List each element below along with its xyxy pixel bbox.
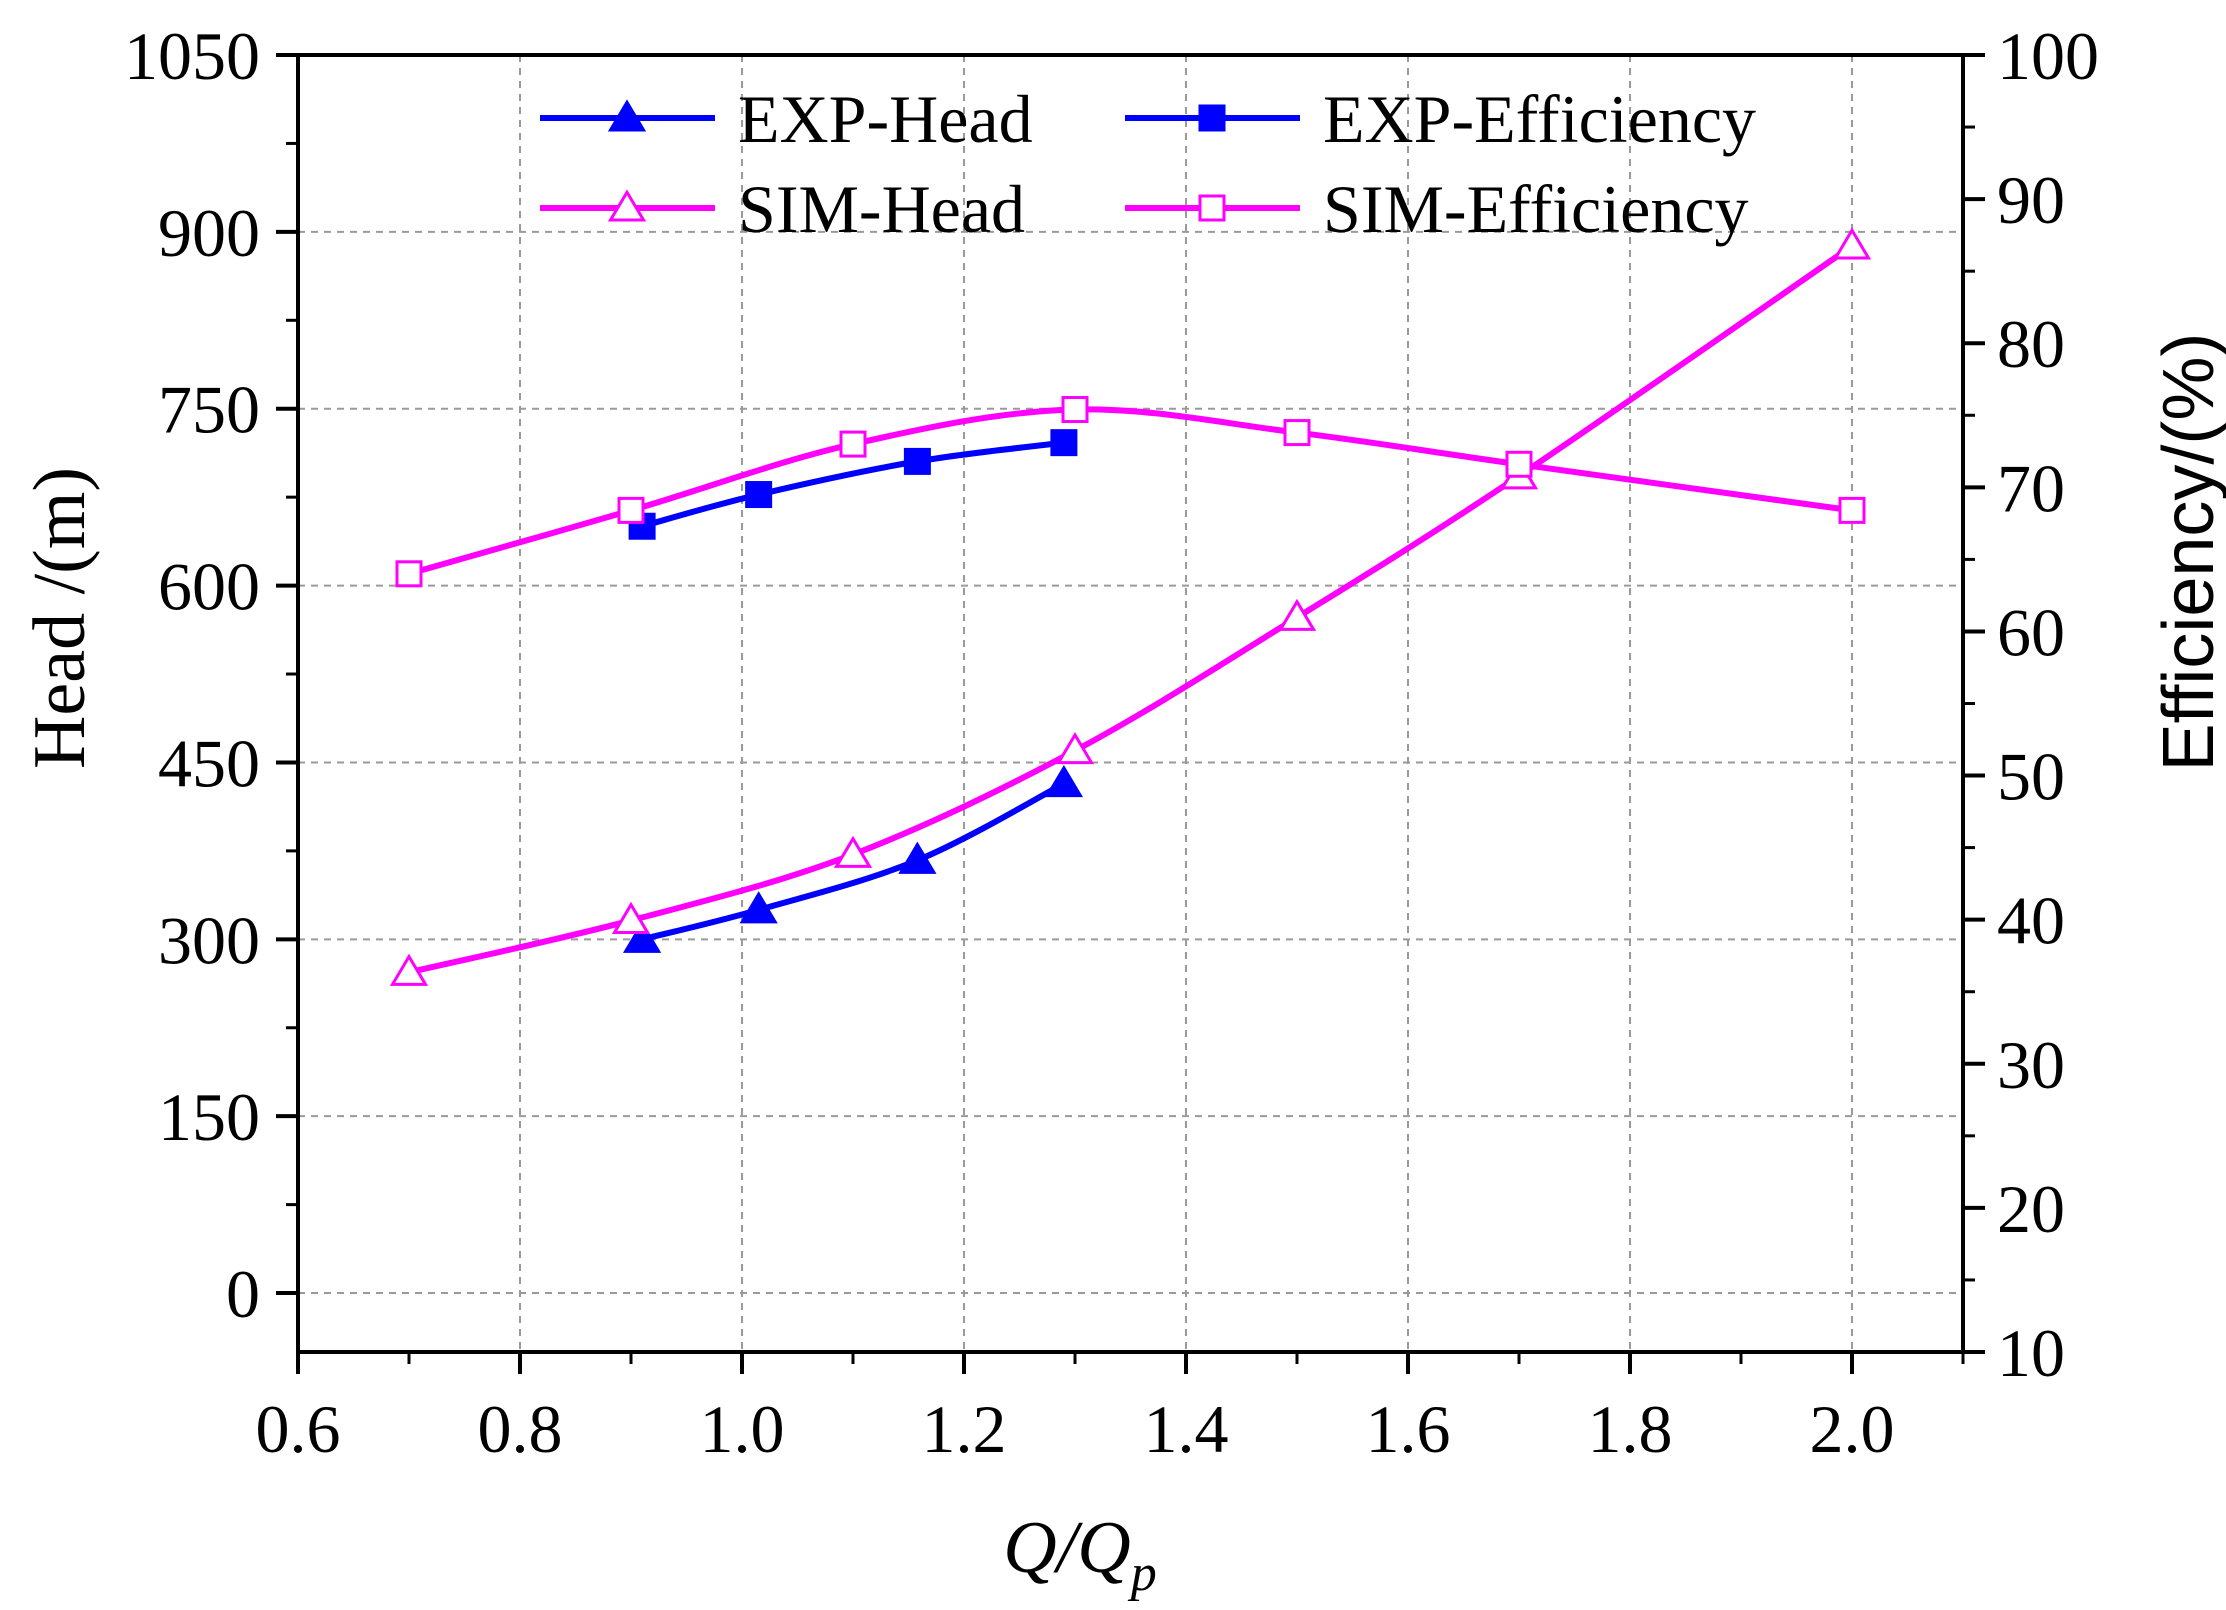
series-line-exp-head	[641, 781, 1066, 943]
y2-tick-label: 50	[1997, 739, 2065, 815]
x-tick-label: 1.0	[700, 1391, 785, 1467]
y-axis-title: Head /(m)	[19, 467, 101, 769]
y-tick-label: 750	[158, 372, 260, 448]
data-point-sim-efficiency	[1283, 419, 1311, 447]
y2-axis-title: Efficiency/(%)	[2149, 333, 2226, 772]
legend-label: SIM-Head	[738, 171, 1025, 247]
data-point-sim-efficiency	[1838, 496, 1866, 524]
axis-ticks	[276, 53, 1985, 1374]
plot-frame	[296, 53, 1965, 1354]
data-point-exp-efficiency	[745, 481, 773, 509]
series-exp-head	[622, 764, 1084, 953]
y2-tick-label: 20	[1997, 1171, 2065, 1247]
x-axis-title-main: Q/Q	[1003, 1507, 1130, 1589]
legend-swatch-marker	[607, 99, 647, 132]
data-point-sim-efficiency	[395, 560, 423, 588]
y2-tick-label: 100	[1997, 18, 2099, 94]
legend-label: EXP-Head	[738, 81, 1033, 157]
y2-tick-label: 40	[1997, 883, 2065, 959]
y-tick-label: 1050	[124, 18, 260, 94]
y2-tick-label: 90	[1997, 162, 2065, 238]
data-point-exp-head	[1044, 764, 1084, 798]
y2-tick-label: 70	[1997, 450, 2065, 526]
data-point-exp-head	[739, 891, 778, 924]
legend-swatch-marker	[1198, 104, 1226, 132]
x-axis-title: Q/Qp	[1003, 1507, 1156, 1602]
data-point-exp-head	[898, 841, 937, 874]
legend-swatch-marker	[607, 189, 647, 222]
x-tick-label: 1.6	[1366, 1391, 1451, 1467]
series-line-sim-efficiency	[408, 406, 1853, 577]
x-tick-label: 1.2	[922, 1391, 1007, 1467]
y2-tick-label: 80	[1997, 306, 2065, 382]
grid	[298, 55, 1963, 1352]
y-tick-label: 150	[158, 1079, 260, 1155]
x-tick-label: 1.4	[1144, 1391, 1229, 1467]
y2-tick-label: 10	[1997, 1315, 2065, 1391]
legend-item-sim-head: SIM-Head	[540, 171, 1025, 247]
series-sim-efficiency	[395, 396, 1866, 588]
data-point-sim-head	[833, 835, 873, 868]
y-tick-label: 600	[158, 549, 260, 625]
data-point-sim-head	[1277, 598, 1317, 631]
data-point-sim-efficiency	[1505, 450, 1533, 478]
series-sim-head	[389, 227, 1872, 986]
data-point-sim-head	[1055, 731, 1095, 765]
legend-label: EXP-Efficiency	[1323, 81, 1756, 157]
axis-tick-labels: 0.6 0.8 1.0 1.2 1.4 1.6 1.8 2.0 0 150 300 450 600 750…	[124, 18, 2099, 1467]
x-tick-label: 0.6	[256, 1391, 341, 1467]
y-tick-label: 0	[226, 1256, 260, 1332]
legend-item-exp-head: EXP-Head	[540, 81, 1033, 157]
data-point-exp-head	[622, 920, 662, 953]
data-point-sim-efficiency	[839, 430, 867, 458]
x-tick-label: 2.0	[1810, 1391, 1895, 1467]
legend-item-sim-efficiency: SIM-Efficiency	[1125, 171, 1749, 247]
legend: EXP-Head EXP-Efficiency SIM-Head SIM-Effici…	[540, 81, 1756, 247]
legend-label: SIM-Efficiency	[1323, 171, 1749, 247]
y-tick-label: 300	[158, 902, 260, 978]
series-line-sim-head	[408, 243, 1854, 976]
data-point-sim-head	[1832, 227, 1872, 260]
data-point-exp-efficiency	[1050, 429, 1078, 457]
series-exp-efficiency	[628, 429, 1078, 540]
data-point-sim-head	[389, 953, 429, 986]
data-point-sim-head	[611, 901, 651, 934]
data-point-exp-efficiency	[903, 447, 931, 475]
y2-tick-label: 30	[1997, 1027, 2065, 1103]
x-axis-title-subscript: p	[1127, 1545, 1157, 1602]
y2-tick-label: 60	[1997, 594, 2065, 670]
x-tick-label: 1.8	[1588, 1391, 1673, 1467]
y-tick-label: 900	[158, 195, 260, 271]
legend-swatch-marker	[1198, 194, 1226, 222]
data-point-sim-efficiency	[617, 496, 645, 524]
x-tick-label: 0.8	[478, 1391, 563, 1467]
series-layer	[389, 227, 1872, 986]
series-line-exp-efficiency	[641, 439, 1065, 530]
legend-item-exp-efficiency: EXP-Efficiency	[1125, 81, 1756, 157]
y-tick-label: 450	[158, 725, 260, 801]
data-point-sim-efficiency	[1061, 396, 1089, 424]
